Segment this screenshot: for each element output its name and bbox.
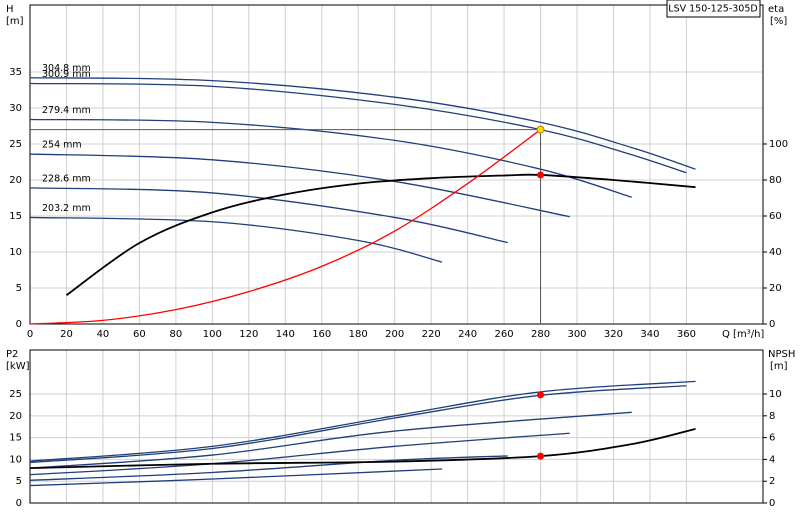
x-tick-label: 200 bbox=[385, 329, 404, 340]
y2-unit: [m] bbox=[770, 361, 788, 372]
curve bbox=[29, 216, 443, 263]
curve bbox=[29, 187, 508, 244]
curve bbox=[29, 385, 687, 464]
y2-label: NPSH bbox=[768, 349, 795, 360]
curve-label: 203.2 mm bbox=[42, 203, 91, 214]
y2-label: eta bbox=[768, 4, 784, 15]
y-tick-label: 0 bbox=[16, 498, 22, 509]
curve bbox=[29, 468, 443, 487]
y2-tick-label: 10 bbox=[769, 389, 782, 400]
y-tick-label: 5 bbox=[16, 476, 22, 487]
y-tick-label: 35 bbox=[9, 67, 22, 78]
curve bbox=[29, 432, 570, 476]
y-label: H bbox=[6, 4, 14, 15]
y2-tick-label: 100 bbox=[769, 139, 788, 150]
operating-point bbox=[537, 171, 545, 179]
y-tick-label: 25 bbox=[9, 389, 22, 400]
curve-label: 254 mm bbox=[42, 140, 82, 151]
x-tick-label: 60 bbox=[133, 329, 146, 340]
x-tick-label: 160 bbox=[312, 329, 331, 340]
y2-tick-label: 0 bbox=[769, 319, 775, 330]
operating-point bbox=[537, 391, 545, 399]
y2-tick-label: 2 bbox=[769, 476, 775, 487]
x-label: Q [m³/h] bbox=[722, 329, 764, 340]
curve-label: 279.4 mm bbox=[42, 105, 91, 116]
operating-point bbox=[537, 452, 545, 460]
x-tick-label: 40 bbox=[97, 329, 110, 340]
y-tick-label: 15 bbox=[9, 433, 22, 444]
x-tick-label: 20 bbox=[60, 329, 73, 340]
y-tick-label: 25 bbox=[9, 139, 22, 150]
x-tick-label: 240 bbox=[458, 329, 477, 340]
y2-tick-label: 80 bbox=[769, 175, 782, 186]
curve bbox=[29, 455, 508, 481]
y-tick-label: 5 bbox=[16, 283, 22, 294]
y-tick-label: 0 bbox=[16, 319, 22, 330]
curve bbox=[29, 118, 632, 198]
title-box bbox=[666, 0, 761, 18]
y2-tick-label: 60 bbox=[769, 211, 782, 222]
y2-unit: [%] bbox=[770, 16, 787, 27]
curve bbox=[29, 153, 570, 218]
y-tick-label: 10 bbox=[9, 247, 22, 258]
y2-tick-label: 6 bbox=[769, 433, 775, 444]
x-tick-label: 340 bbox=[640, 329, 659, 340]
plot-frame bbox=[29, 349, 764, 504]
y-unit: [m] bbox=[6, 16, 24, 27]
y-tick-label: 20 bbox=[9, 175, 22, 186]
curve bbox=[29, 82, 687, 174]
x-tick-label: 140 bbox=[276, 329, 295, 340]
y2-tick-label: 4 bbox=[769, 454, 775, 465]
x-tick-label: 360 bbox=[677, 329, 696, 340]
x-tick-label: 220 bbox=[422, 329, 441, 340]
y-tick-label: 15 bbox=[9, 211, 22, 222]
x-tick-label: 100 bbox=[203, 329, 222, 340]
x-tick-label: 300 bbox=[567, 329, 586, 340]
curve bbox=[29, 380, 696, 462]
y-tick-label: 20 bbox=[9, 411, 22, 422]
y-tick-label: 30 bbox=[9, 103, 22, 114]
y2-tick-label: 8 bbox=[769, 411, 775, 422]
y-label: P2 bbox=[6, 349, 18, 360]
x-tick-label: 320 bbox=[604, 329, 623, 340]
curve-label: 304.8 mm bbox=[42, 63, 91, 74]
curve-label: 300.9 mm bbox=[42, 69, 91, 80]
operating-point bbox=[536, 125, 545, 134]
x-tick-label: 280 bbox=[531, 329, 550, 340]
x-tick-label: 0 bbox=[27, 329, 33, 340]
chart-title: LSV 150-125-305D bbox=[668, 4, 757, 15]
curve bbox=[29, 77, 696, 170]
plot-frame bbox=[29, 4, 764, 325]
x-tick-label: 80 bbox=[170, 329, 183, 340]
x-tick-label: 180 bbox=[349, 329, 368, 340]
x-tick-label: 260 bbox=[495, 329, 514, 340]
x-tick-label: 120 bbox=[239, 329, 258, 340]
curve bbox=[29, 411, 632, 469]
curve bbox=[65, 173, 696, 296]
curve-label: 228.6 mm bbox=[42, 173, 91, 184]
y-tick-label: 10 bbox=[9, 454, 22, 465]
y-unit: [kW] bbox=[6, 361, 30, 372]
y2-tick-label: 0 bbox=[769, 498, 775, 509]
y2-tick-label: 20 bbox=[769, 283, 782, 294]
curve bbox=[29, 428, 696, 470]
curve bbox=[29, 129, 541, 325]
y2-tick-label: 40 bbox=[769, 247, 782, 258]
